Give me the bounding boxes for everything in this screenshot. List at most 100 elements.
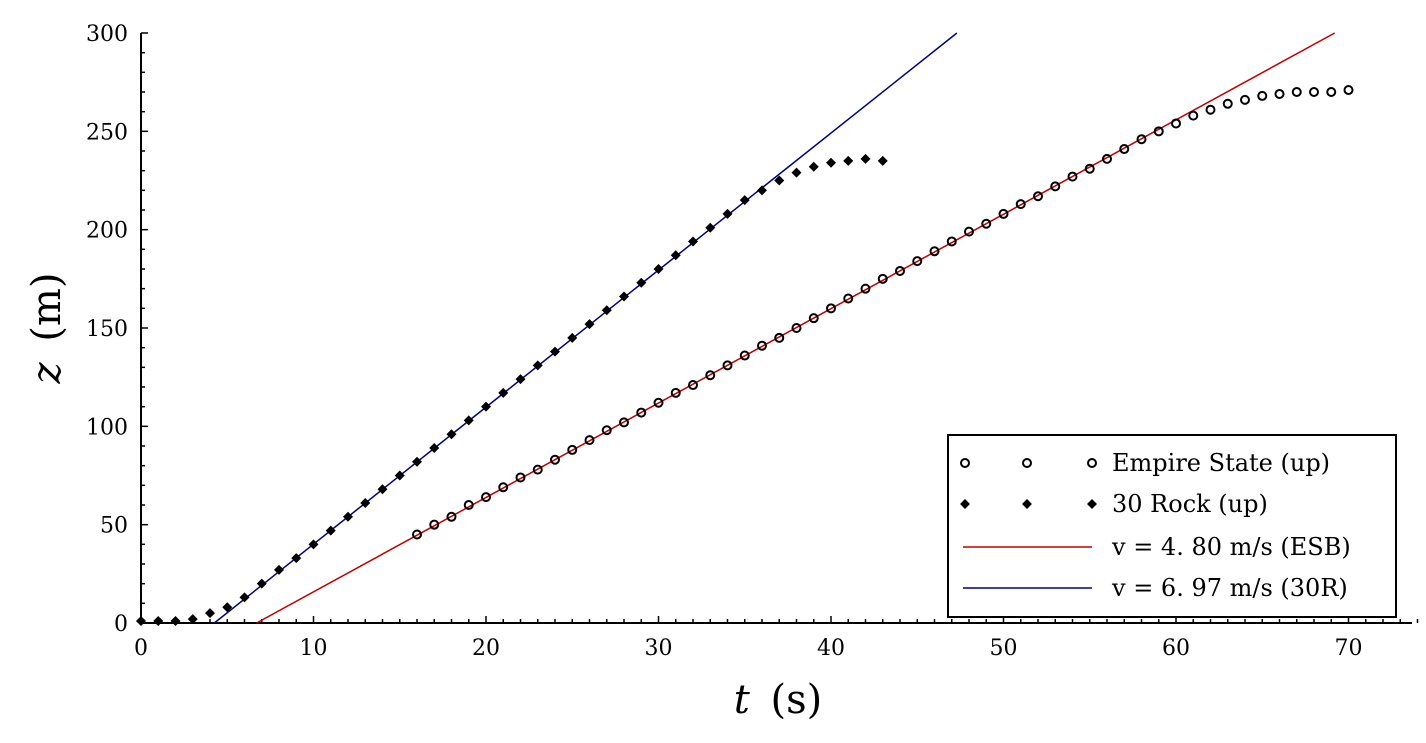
30-rock-point	[636, 277, 647, 288]
empire-state-point	[722, 360, 733, 371]
legend-label-esb-fit: v = 4. 80 m/s (ESB)	[1111, 533, 1351, 561]
empire-state-point	[912, 256, 923, 267]
30-rock-point	[739, 195, 750, 206]
x-tick-label: 10	[300, 636, 328, 661]
legend: Empire State (up) 30 Rock (up) v = 4. 80…	[947, 434, 1397, 618]
30-rock-point	[877, 155, 888, 166]
legend-marker-circle	[960, 458, 970, 468]
empire-state-point	[739, 350, 750, 361]
legend-marker-diamond	[960, 499, 970, 509]
30-rock-point	[274, 564, 284, 575]
empire-state-point	[1050, 181, 1061, 192]
y-tick-label: 100	[86, 415, 128, 440]
empire-state-point	[1274, 88, 1285, 99]
x-axis-title: t (s)	[734, 677, 823, 723]
30-rock-point	[757, 185, 767, 196]
y-axis-variable: z	[24, 361, 70, 384]
30-rock-point	[187, 614, 198, 625]
empire-state-point	[774, 332, 785, 343]
empire-state-point	[446, 511, 457, 522]
empire-state-point	[601, 425, 612, 436]
x-axis-variable: t	[734, 677, 751, 723]
30-rock-point	[567, 332, 578, 343]
empire-state-point	[1015, 199, 1026, 210]
axes: 0 10 20 30 40 50 60 70 0 50 100 150 200 250 300	[86, 22, 1419, 661]
empire-state-point	[1257, 90, 1268, 101]
30-rock-point	[481, 401, 491, 412]
30-rock-point	[308, 539, 319, 550]
30-rock-point	[498, 387, 509, 398]
30-rock-point	[291, 553, 302, 564]
empire-state-point	[981, 218, 992, 229]
30-rock-point	[360, 498, 371, 509]
x-tick-label: 30	[645, 636, 673, 661]
30-rock-point	[325, 525, 336, 536]
x-tick-label: 50	[990, 636, 1018, 661]
empire-state-point	[1084, 163, 1095, 174]
empire-state-point	[1205, 104, 1216, 115]
empire-state-point	[412, 529, 422, 540]
empire-state-point	[843, 293, 854, 304]
x-tick-label: 60	[1162, 636, 1190, 661]
empire-state-point	[653, 397, 664, 408]
30-rock-point	[377, 484, 388, 495]
30-rock-point	[843, 155, 854, 166]
30-rock-point	[722, 208, 733, 219]
x-tick-label: 40	[817, 636, 845, 661]
empire-state-point	[998, 208, 1009, 219]
empire-state-point	[688, 380, 698, 391]
empire-state-point	[1240, 94, 1250, 105]
empire-state-point	[1033, 191, 1043, 202]
30-rock-point	[826, 157, 836, 168]
empire-state-point	[429, 519, 440, 530]
empire-state-point	[1326, 87, 1337, 97]
30-rock-point	[532, 360, 543, 371]
plot-area	[136, 32, 1354, 627]
empire-state-point	[584, 435, 595, 446]
30-rock-point	[412, 456, 422, 467]
legend-marker-diamond	[1022, 499, 1032, 509]
y-tick-label: 250	[86, 120, 128, 145]
30-rock-point	[446, 429, 457, 440]
empire-state-point	[1188, 110, 1199, 121]
x-tick-label: 70	[1335, 636, 1363, 661]
empire-state-point	[826, 303, 836, 314]
legend-label-empire-state: Empire State (up)	[1112, 449, 1330, 477]
empire-state-point	[877, 273, 888, 284]
empire-state-point	[1102, 153, 1112, 164]
empire-state-point	[1222, 98, 1233, 109]
legend-marker-circle	[1022, 458, 1032, 468]
30-rock-point	[584, 319, 595, 330]
empire-state-point	[1153, 126, 1164, 137]
30-rock-point	[619, 291, 629, 302]
empire-state-point	[463, 500, 474, 510]
legend-item-30-rock: 30 Rock (up)	[960, 490, 1268, 518]
30-rock-point	[170, 616, 181, 627]
30-rock-point	[153, 616, 164, 627]
empire-state-point	[705, 370, 716, 381]
empire-state-point	[964, 226, 974, 237]
empire-state-point	[515, 472, 526, 483]
legend-marker-diamond	[1087, 499, 1097, 509]
empire-state-point	[895, 265, 905, 276]
fit-line-30r	[213, 32, 958, 624]
legend-marker-circle	[1087, 458, 1097, 468]
legend-item-empire-state: Empire State (up)	[960, 449, 1330, 477]
empire-state-point	[670, 387, 681, 398]
30-rock-point	[239, 592, 250, 603]
empire-state-point	[550, 454, 560, 465]
y-tick-label: 200	[86, 219, 128, 244]
empire-state-point	[860, 283, 871, 294]
legend-item-30r-fit: v = 6. 97 m/s (30R)	[963, 574, 1348, 602]
legend-item-esb-fit: v = 4. 80 m/s (ESB)	[963, 533, 1351, 561]
empire-state-point	[532, 464, 543, 475]
x-tick-label: 20	[472, 636, 500, 661]
30-rock-point	[791, 167, 802, 178]
empire-state-point	[1067, 171, 1078, 182]
empire-state-point	[929, 246, 940, 257]
x-axis-unit: (s)	[771, 677, 823, 723]
30-rock-point	[808, 161, 819, 172]
legend-label-30-rock: 30 Rock (up)	[1112, 490, 1268, 518]
empire-state-point	[619, 417, 629, 428]
